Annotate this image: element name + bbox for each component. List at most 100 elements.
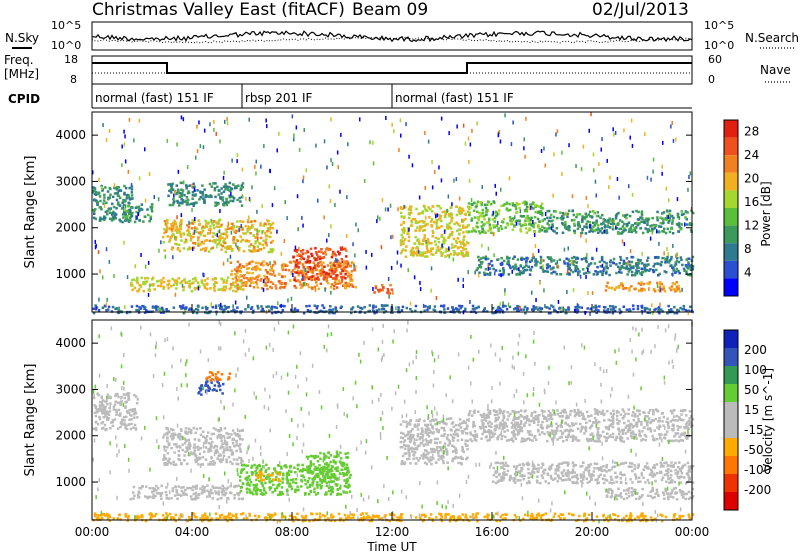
heatmap-cell bbox=[239, 266, 243, 270]
heatmap-noise bbox=[124, 305, 126, 309]
heatmap-cell bbox=[321, 266, 324, 269]
heatmap-noise bbox=[371, 252, 373, 257]
heatmap-cell bbox=[252, 488, 256, 492]
heatmap-cell bbox=[156, 487, 160, 490]
heatmap-cell bbox=[677, 230, 681, 233]
heatmap-cell bbox=[572, 260, 575, 263]
heatmap-noise bbox=[430, 288, 432, 293]
heatmap-cell bbox=[178, 434, 182, 437]
heatmap-cell bbox=[132, 426, 135, 429]
heatmap-cell bbox=[659, 263, 663, 267]
heatmap-cell bbox=[347, 285, 351, 288]
heatmap-cell bbox=[241, 182, 245, 185]
heatmap-cell bbox=[647, 228, 650, 232]
heatmap-cell bbox=[637, 269, 640, 273]
heatmap-noise bbox=[331, 263, 333, 268]
heatmap-cell bbox=[584, 212, 587, 216]
heatmap-noise bbox=[443, 229, 446, 234]
heatmap-cell bbox=[260, 305, 263, 308]
heatmap-cell bbox=[511, 204, 515, 207]
heatmap-cell bbox=[171, 277, 174, 281]
heatmap-cell bbox=[492, 311, 495, 315]
heatmap-noise bbox=[134, 264, 136, 269]
cpid-panel: CPID normal (fast) 151 IF rbsp 201 IF norm… bbox=[8, 84, 692, 109]
heatmap-cell bbox=[314, 277, 317, 281]
heatmap-noise bbox=[580, 233, 582, 238]
heatmap-cell bbox=[311, 472, 314, 475]
heatmap-cell bbox=[523, 200, 526, 204]
heatmap-cell bbox=[457, 228, 461, 231]
heatmap-cell bbox=[122, 216, 125, 219]
heatmap-noise bbox=[148, 172, 151, 177]
heatmap-cell bbox=[226, 188, 230, 192]
heatmap-cell bbox=[340, 278, 344, 281]
heatmap-cell bbox=[336, 493, 339, 496]
heatmap-noise bbox=[298, 246, 300, 251]
heatmap-noise bbox=[227, 221, 230, 226]
heatmap-cell bbox=[290, 308, 293, 312]
heatmap-cell bbox=[640, 210, 644, 213]
heatmap-noise bbox=[585, 238, 587, 243]
heatmap-cell bbox=[174, 229, 177, 232]
heatmap-cell bbox=[172, 460, 175, 464]
freq-tick-top: 18 bbox=[64, 53, 78, 66]
heatmap-noise bbox=[183, 180, 185, 185]
heatmap-cell bbox=[517, 309, 520, 313]
heatmap-cell bbox=[210, 432, 214, 436]
heatmap-cell bbox=[351, 306, 355, 309]
heatmap-noise bbox=[413, 275, 416, 280]
heatmap-cell bbox=[277, 464, 280, 467]
heatmap-noise bbox=[676, 252, 678, 257]
heatmap-cell bbox=[502, 271, 505, 274]
heatmap-cell bbox=[112, 408, 116, 411]
heatmap-noise bbox=[216, 233, 219, 238]
heatmap-cell bbox=[178, 204, 181, 207]
heatmap-cell bbox=[325, 484, 329, 488]
heatmap-cell bbox=[553, 230, 556, 233]
heatmap-cell bbox=[443, 445, 447, 448]
heatmap-cell bbox=[191, 452, 194, 456]
heatmap-noise bbox=[303, 269, 306, 274]
heatmap-cell bbox=[674, 290, 677, 293]
heatmap-cell bbox=[315, 281, 318, 284]
heatmap-cell bbox=[661, 288, 664, 291]
heatmap-cell bbox=[640, 220, 643, 223]
heatmap-cell bbox=[542, 259, 545, 262]
heatmap-cell bbox=[668, 219, 671, 223]
heatmap-noise bbox=[499, 301, 502, 306]
heatmap-cell bbox=[558, 306, 562, 310]
heatmap-cell bbox=[278, 491, 282, 495]
heatmap-cell bbox=[175, 490, 178, 494]
heatmap-cell bbox=[350, 270, 354, 273]
heatmap-cell bbox=[256, 465, 259, 468]
heatmap-cell bbox=[416, 226, 419, 229]
heatmap-noise bbox=[291, 114, 294, 119]
heatmap-noise bbox=[524, 154, 526, 159]
heatmap-cell bbox=[136, 290, 139, 293]
heatmap-cell bbox=[185, 240, 188, 243]
heatmap-cell bbox=[546, 266, 549, 270]
heatmap-cell bbox=[252, 266, 255, 269]
heatmap-cell bbox=[170, 432, 174, 436]
heatmap-cell bbox=[117, 309, 120, 313]
heatmap-noise bbox=[469, 300, 471, 304]
heatmap-cell bbox=[115, 307, 119, 310]
heatmap-cell bbox=[640, 287, 643, 291]
heatmap-noise bbox=[537, 248, 540, 253]
heatmap-cell bbox=[633, 226, 636, 230]
heatmap-cell bbox=[248, 277, 251, 280]
heatmap-cell bbox=[214, 195, 217, 199]
heatmap-cell bbox=[617, 222, 620, 225]
heatmap-cell bbox=[687, 273, 690, 277]
heatmap-cell bbox=[113, 418, 117, 421]
heatmap-cell bbox=[125, 193, 129, 197]
heatmap-noise bbox=[589, 223, 591, 228]
heatmap-cell bbox=[499, 224, 503, 228]
heatmap-cell bbox=[481, 227, 484, 231]
heatmap-cell bbox=[591, 228, 594, 231]
heatmap-cell bbox=[526, 307, 529, 310]
heatmap-cell bbox=[205, 435, 209, 438]
heatmap-cell bbox=[203, 279, 207, 282]
heatmap-cell bbox=[676, 256, 679, 260]
heatmap-cell bbox=[179, 428, 183, 431]
